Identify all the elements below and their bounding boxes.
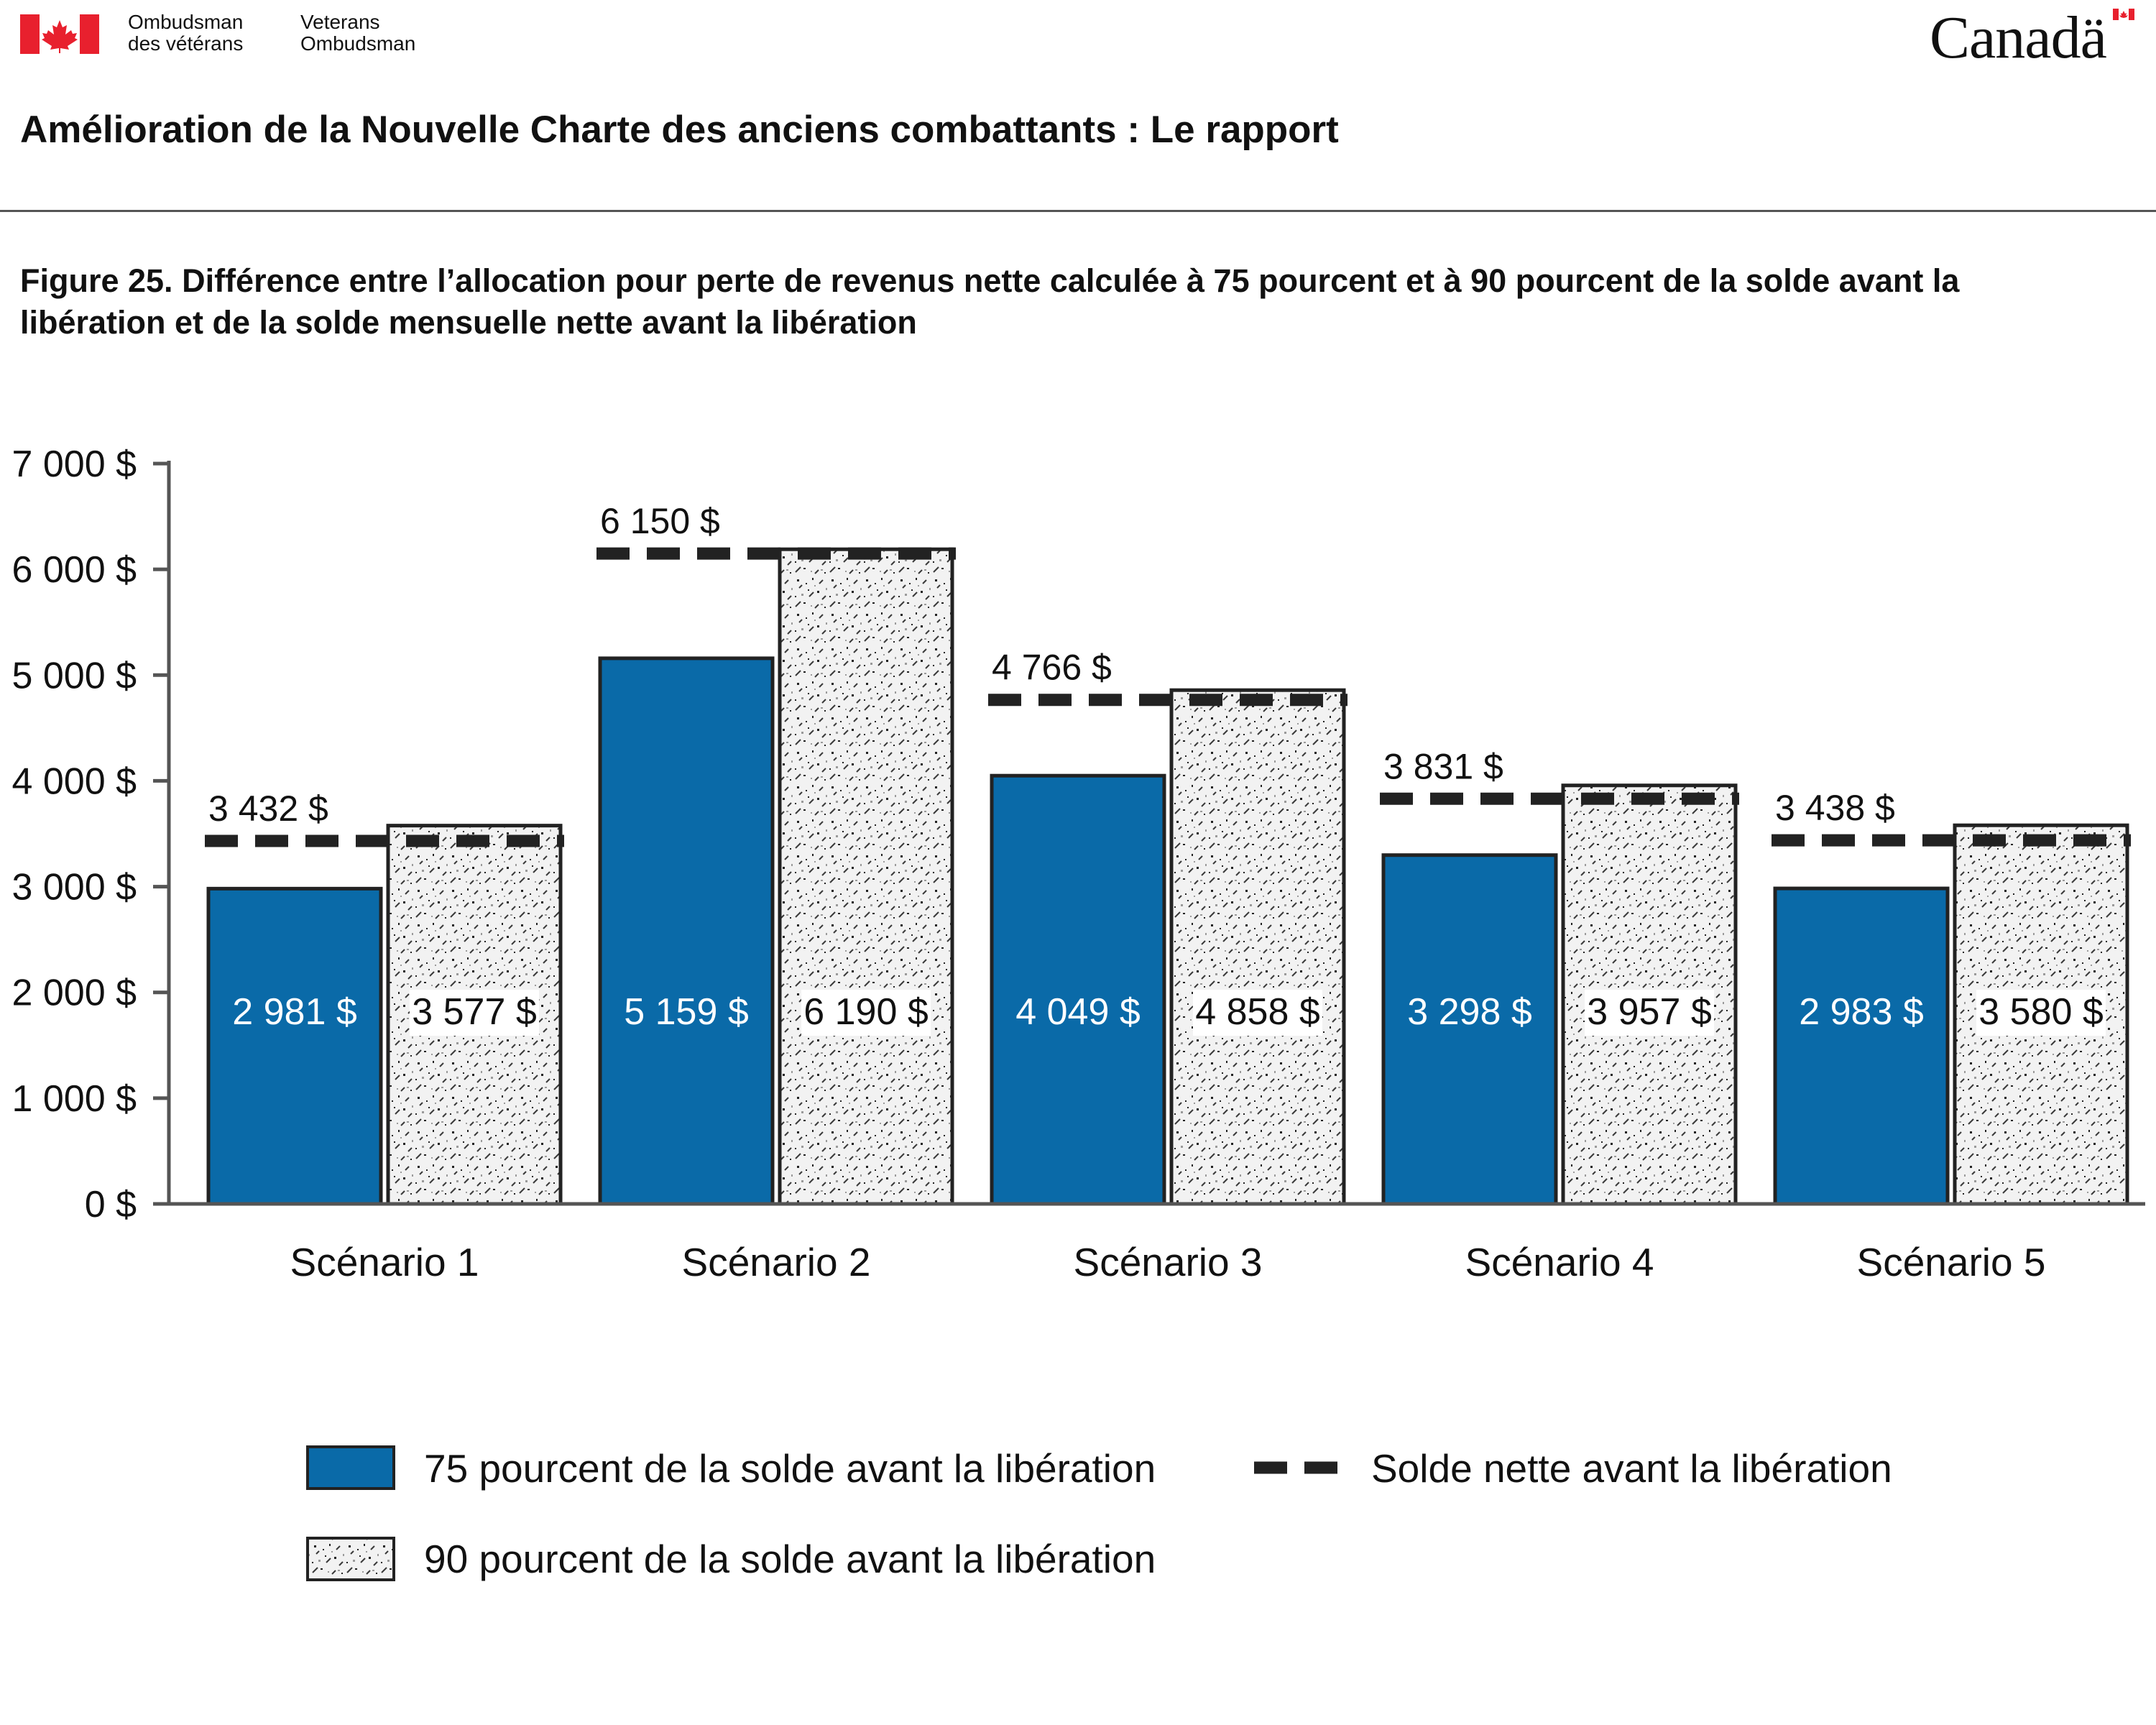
y-tick-label: 0 $ xyxy=(85,1184,137,1225)
reference-value-label: 3 438 $ xyxy=(1775,788,1895,828)
bar-90-value-label: 3 957 $ xyxy=(1587,991,1712,1033)
bar-75-value-label: 2 983 $ xyxy=(1799,991,1924,1033)
legend-label-75-pourcent: 75 pourcent de la solde avant la libérat… xyxy=(424,1446,1156,1491)
reference-lines: 3 432 $ 6 150 $ 4 766 $ 3 831 $ 3 438 $ xyxy=(205,501,2131,847)
x-category-label: Scénario 5 xyxy=(1857,1240,2046,1284)
legend-label-90-pourcent: 90 pourcent de la solde avant la libérat… xyxy=(424,1537,1156,1581)
y-tick-label: 4 000 $ xyxy=(12,760,137,802)
y-axis: 0 $ 1 000 $ 2 000 $ 3 000 $ 4 000 $ 5 000 $ 6 … xyxy=(12,443,171,1225)
header-divider xyxy=(0,210,2156,212)
bars: 2 981 $ 3 577 $ 5 159 $ 6 190 $ 4 049 $ 4 858… xyxy=(206,547,2129,1206)
bar-90-pourcent xyxy=(1169,688,1346,1206)
x-category-label: Scénario 4 xyxy=(1465,1240,1654,1284)
reference-value-label: 3 432 $ xyxy=(208,788,328,829)
y-tick-label: 7 000 $ xyxy=(12,443,137,485)
legend-label-reference-line: Solde nette avant la libération xyxy=(1371,1446,1892,1491)
bar-90-pourcent xyxy=(778,547,954,1206)
bar-75-value-label: 4 049 $ xyxy=(1015,991,1141,1033)
y-tick-label: 2 000 $ xyxy=(12,972,137,1014)
bar-90-label-backdrop xyxy=(410,990,539,1036)
y-tick-label: 5 000 $ xyxy=(12,655,137,696)
bar-90-value-label: 6 190 $ xyxy=(803,991,929,1033)
bar-90-label-backdrop xyxy=(801,990,931,1036)
org-fr-line1: Ombudsman xyxy=(128,11,244,33)
org-en-line2: Ombudsman xyxy=(300,32,416,55)
bar-75-value-label: 3 298 $ xyxy=(1407,991,1532,1033)
legend: 75 pourcent de la solde avant la libérat… xyxy=(306,1445,1892,1581)
bar-75-pourcent xyxy=(1381,853,1558,1206)
legend-swatch-75-pourcent xyxy=(306,1445,395,1490)
legend-swatch-90-pourcent xyxy=(306,1537,395,1581)
org-en-line1: Veterans xyxy=(300,11,380,33)
x-category-label: Scénario 1 xyxy=(290,1240,479,1284)
x-category-label: Scénario 3 xyxy=(1074,1240,1263,1284)
canada-wordmark-flag-icon xyxy=(2113,9,2134,20)
bar-75-pourcent xyxy=(598,656,775,1206)
organization-name-fr: Ombudsman des vétérans xyxy=(128,12,243,55)
reference-value-label: 4 766 $ xyxy=(992,648,1112,688)
bar-75-value-label: 2 981 $ xyxy=(232,991,357,1033)
org-fr-line2: des vétérans xyxy=(128,32,244,55)
bar-chart: 0 $ 1 000 $ 2 000 $ 3 000 $ 4 000 $ 5 000 $ 6 … xyxy=(12,443,2145,1581)
page-header: Ombudsman des vétérans Veterans Ombudsma… xyxy=(0,0,2156,216)
bar-75-pourcent xyxy=(1773,886,1950,1206)
canada-flag-icon xyxy=(20,14,99,54)
report-title: Amélioration de la Nouvelle Charte des a… xyxy=(20,109,1339,151)
figure-title: Figure 25. Différence entre l’allocation… xyxy=(20,262,1960,341)
x-category-label: Scénario 2 xyxy=(682,1240,871,1284)
y-tick-label: 3 000 $ xyxy=(12,867,137,908)
bar-90-value-label: 3 580 $ xyxy=(1978,991,2104,1033)
canada-wordmark: Canadä xyxy=(1930,4,2107,71)
bar-90-label-backdrop xyxy=(1585,990,1714,1036)
x-axis: Scénario 1 Scénario 2 Scénario 3 Scénario 4… xyxy=(169,1202,2145,1284)
y-tick-label: 1 000 $ xyxy=(12,1078,137,1120)
reference-value-label: 3 831 $ xyxy=(1383,746,1503,786)
reference-value-label: 6 150 $ xyxy=(600,501,720,541)
bar-75-pourcent xyxy=(206,886,383,1206)
y-tick-label: 6 000 $ xyxy=(12,549,137,591)
bar-90-label-backdrop xyxy=(1976,990,2106,1036)
bar-90-label-backdrop xyxy=(1193,990,1322,1036)
bar-90-value-label: 4 858 $ xyxy=(1195,991,1320,1033)
organization-name-en: Veterans Ombudsman xyxy=(300,12,415,55)
bar-75-value-label: 5 159 $ xyxy=(624,991,749,1033)
bar-90-value-label: 3 577 $ xyxy=(412,991,537,1033)
bar-75-pourcent xyxy=(990,773,1166,1206)
